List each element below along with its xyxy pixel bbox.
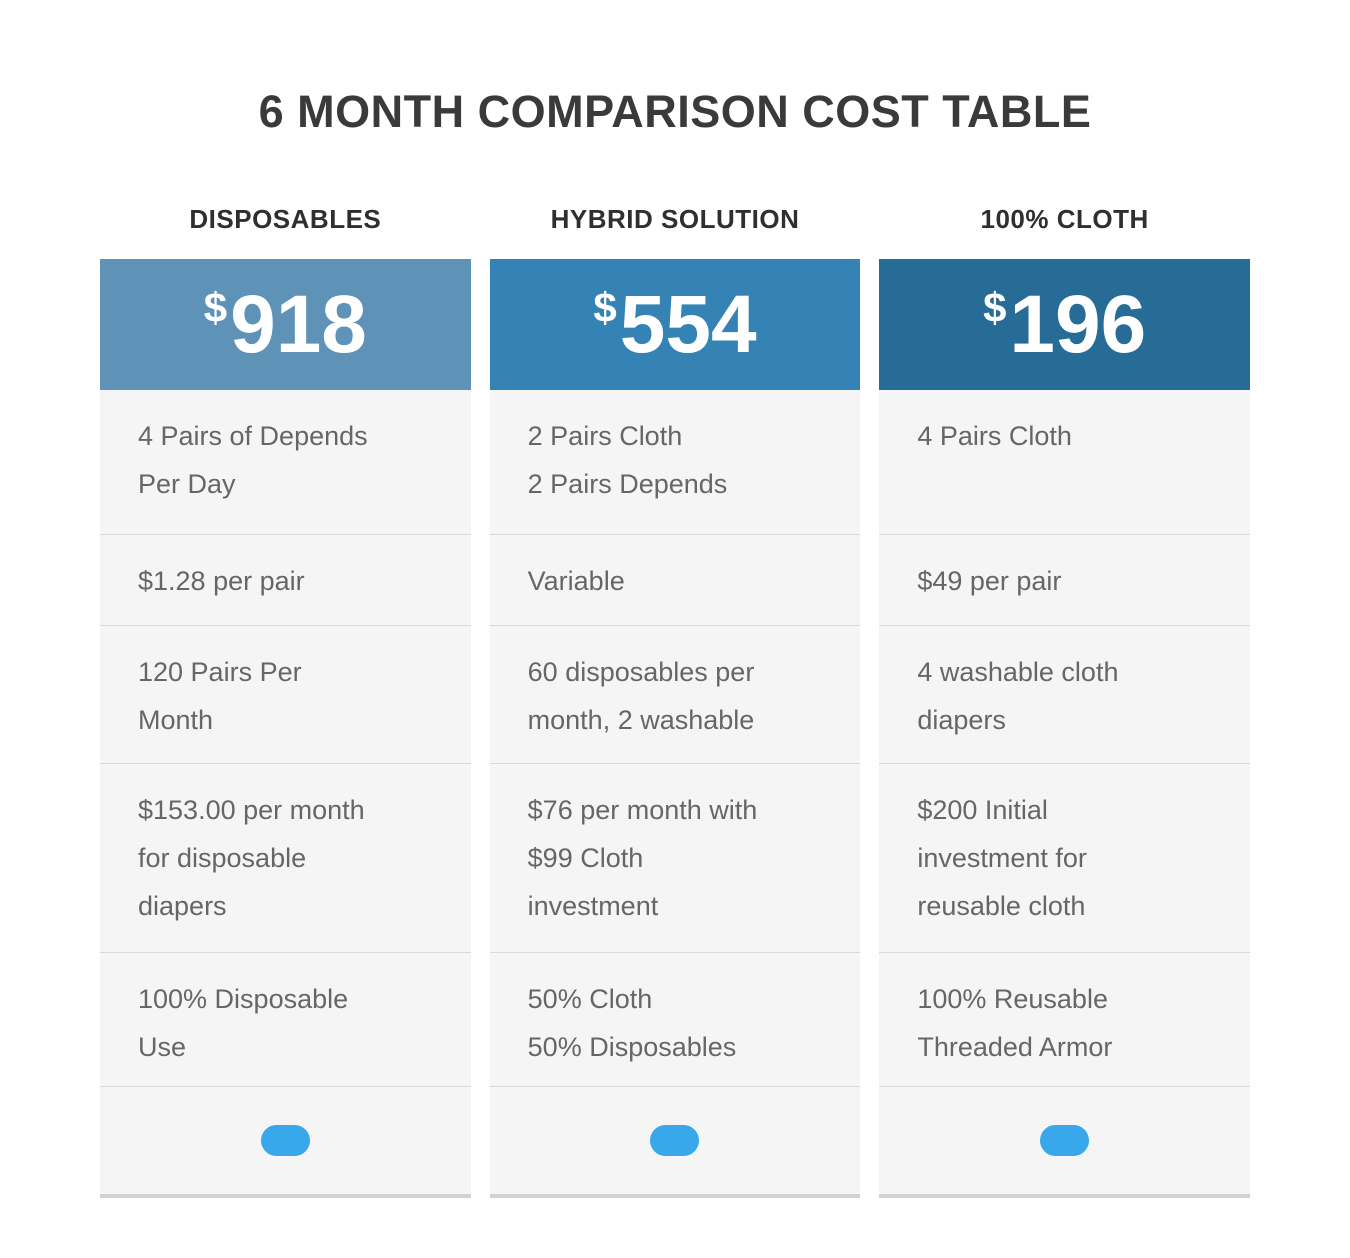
feature-row: $200 Initial investment for reusable clo… (879, 764, 1250, 954)
column-label-disposables: DISPOSABLES (189, 204, 382, 235)
feature-row: $1.28 per pair (100, 535, 471, 627)
feature-row: $76 per month with $99 Cloth investment (489, 764, 861, 954)
action-row-disposables (100, 1087, 471, 1199)
feature-row: $153.00 per month for disposable diapers (100, 764, 471, 954)
action-row-hybrid-solution (489, 1087, 861, 1199)
pricing-column-hybrid-solution: $554 2 Pairs Cloth 2 Pairs Depends Varia… (489, 259, 861, 1199)
pill-button-disposables[interactable] (260, 1125, 310, 1157)
feature-row: 60 disposables per month, 2 washable (489, 626, 861, 765)
column-labels-row: DISPOSABLES HYBRID SOLUTION 100% CLOTH (100, 206, 1250, 232)
pricing-column-100-cloth: $196 4 Pairs Cloth $49 per pair 4 washab… (879, 259, 1250, 1199)
feature-row: 100% Disposable Use (100, 953, 471, 1088)
feature-row: 50% Cloth 50% Disposables (489, 953, 861, 1088)
currency-symbol: $ (203, 283, 228, 331)
feature-row: Variable (489, 535, 861, 627)
price-value: 918 (230, 278, 367, 370)
price-value: 554 (619, 278, 757, 370)
page-title: 6 MONTH COMPARISON COST TABLE (258, 86, 1092, 138)
currency-symbol: $ (983, 283, 1007, 331)
feature-row: 2 Pairs Cloth 2 Pairs Depends (489, 390, 861, 536)
pill-button-hybrid-solution[interactable] (650, 1125, 700, 1157)
comparison-table: $918 4 Pairs of Depends Per Day $1.28 pe… (100, 259, 1250, 1199)
feature-row: $49 per pair (879, 535, 1250, 627)
action-row-100-cloth (879, 1087, 1250, 1199)
feature-row: 100% Reusable Threaded Armor (879, 953, 1250, 1088)
column-label-100-cloth: 100% CLOTH (980, 204, 1149, 235)
price-value: 196 (1009, 278, 1147, 370)
column-label-hybrid-solution: HYBRID SOLUTION (550, 204, 800, 235)
feature-row: 4 Pairs Cloth (879, 390, 1250, 536)
feature-row: 4 Pairs of Depends Per Day (100, 390, 471, 536)
pricing-column-disposables: $918 4 Pairs of Depends Per Day $1.28 pe… (100, 259, 471, 1199)
price-header-hybrid-solution: $554 (489, 259, 861, 391)
feature-row: 4 washable cloth diapers (879, 626, 1250, 765)
currency-symbol: $ (593, 283, 617, 331)
price-header-disposables: $918 (100, 259, 471, 391)
price-header-100-cloth: $196 (879, 259, 1250, 391)
pill-button-100-cloth[interactable] (1040, 1125, 1090, 1157)
feature-row: 120 Pairs Per Month (100, 626, 471, 765)
